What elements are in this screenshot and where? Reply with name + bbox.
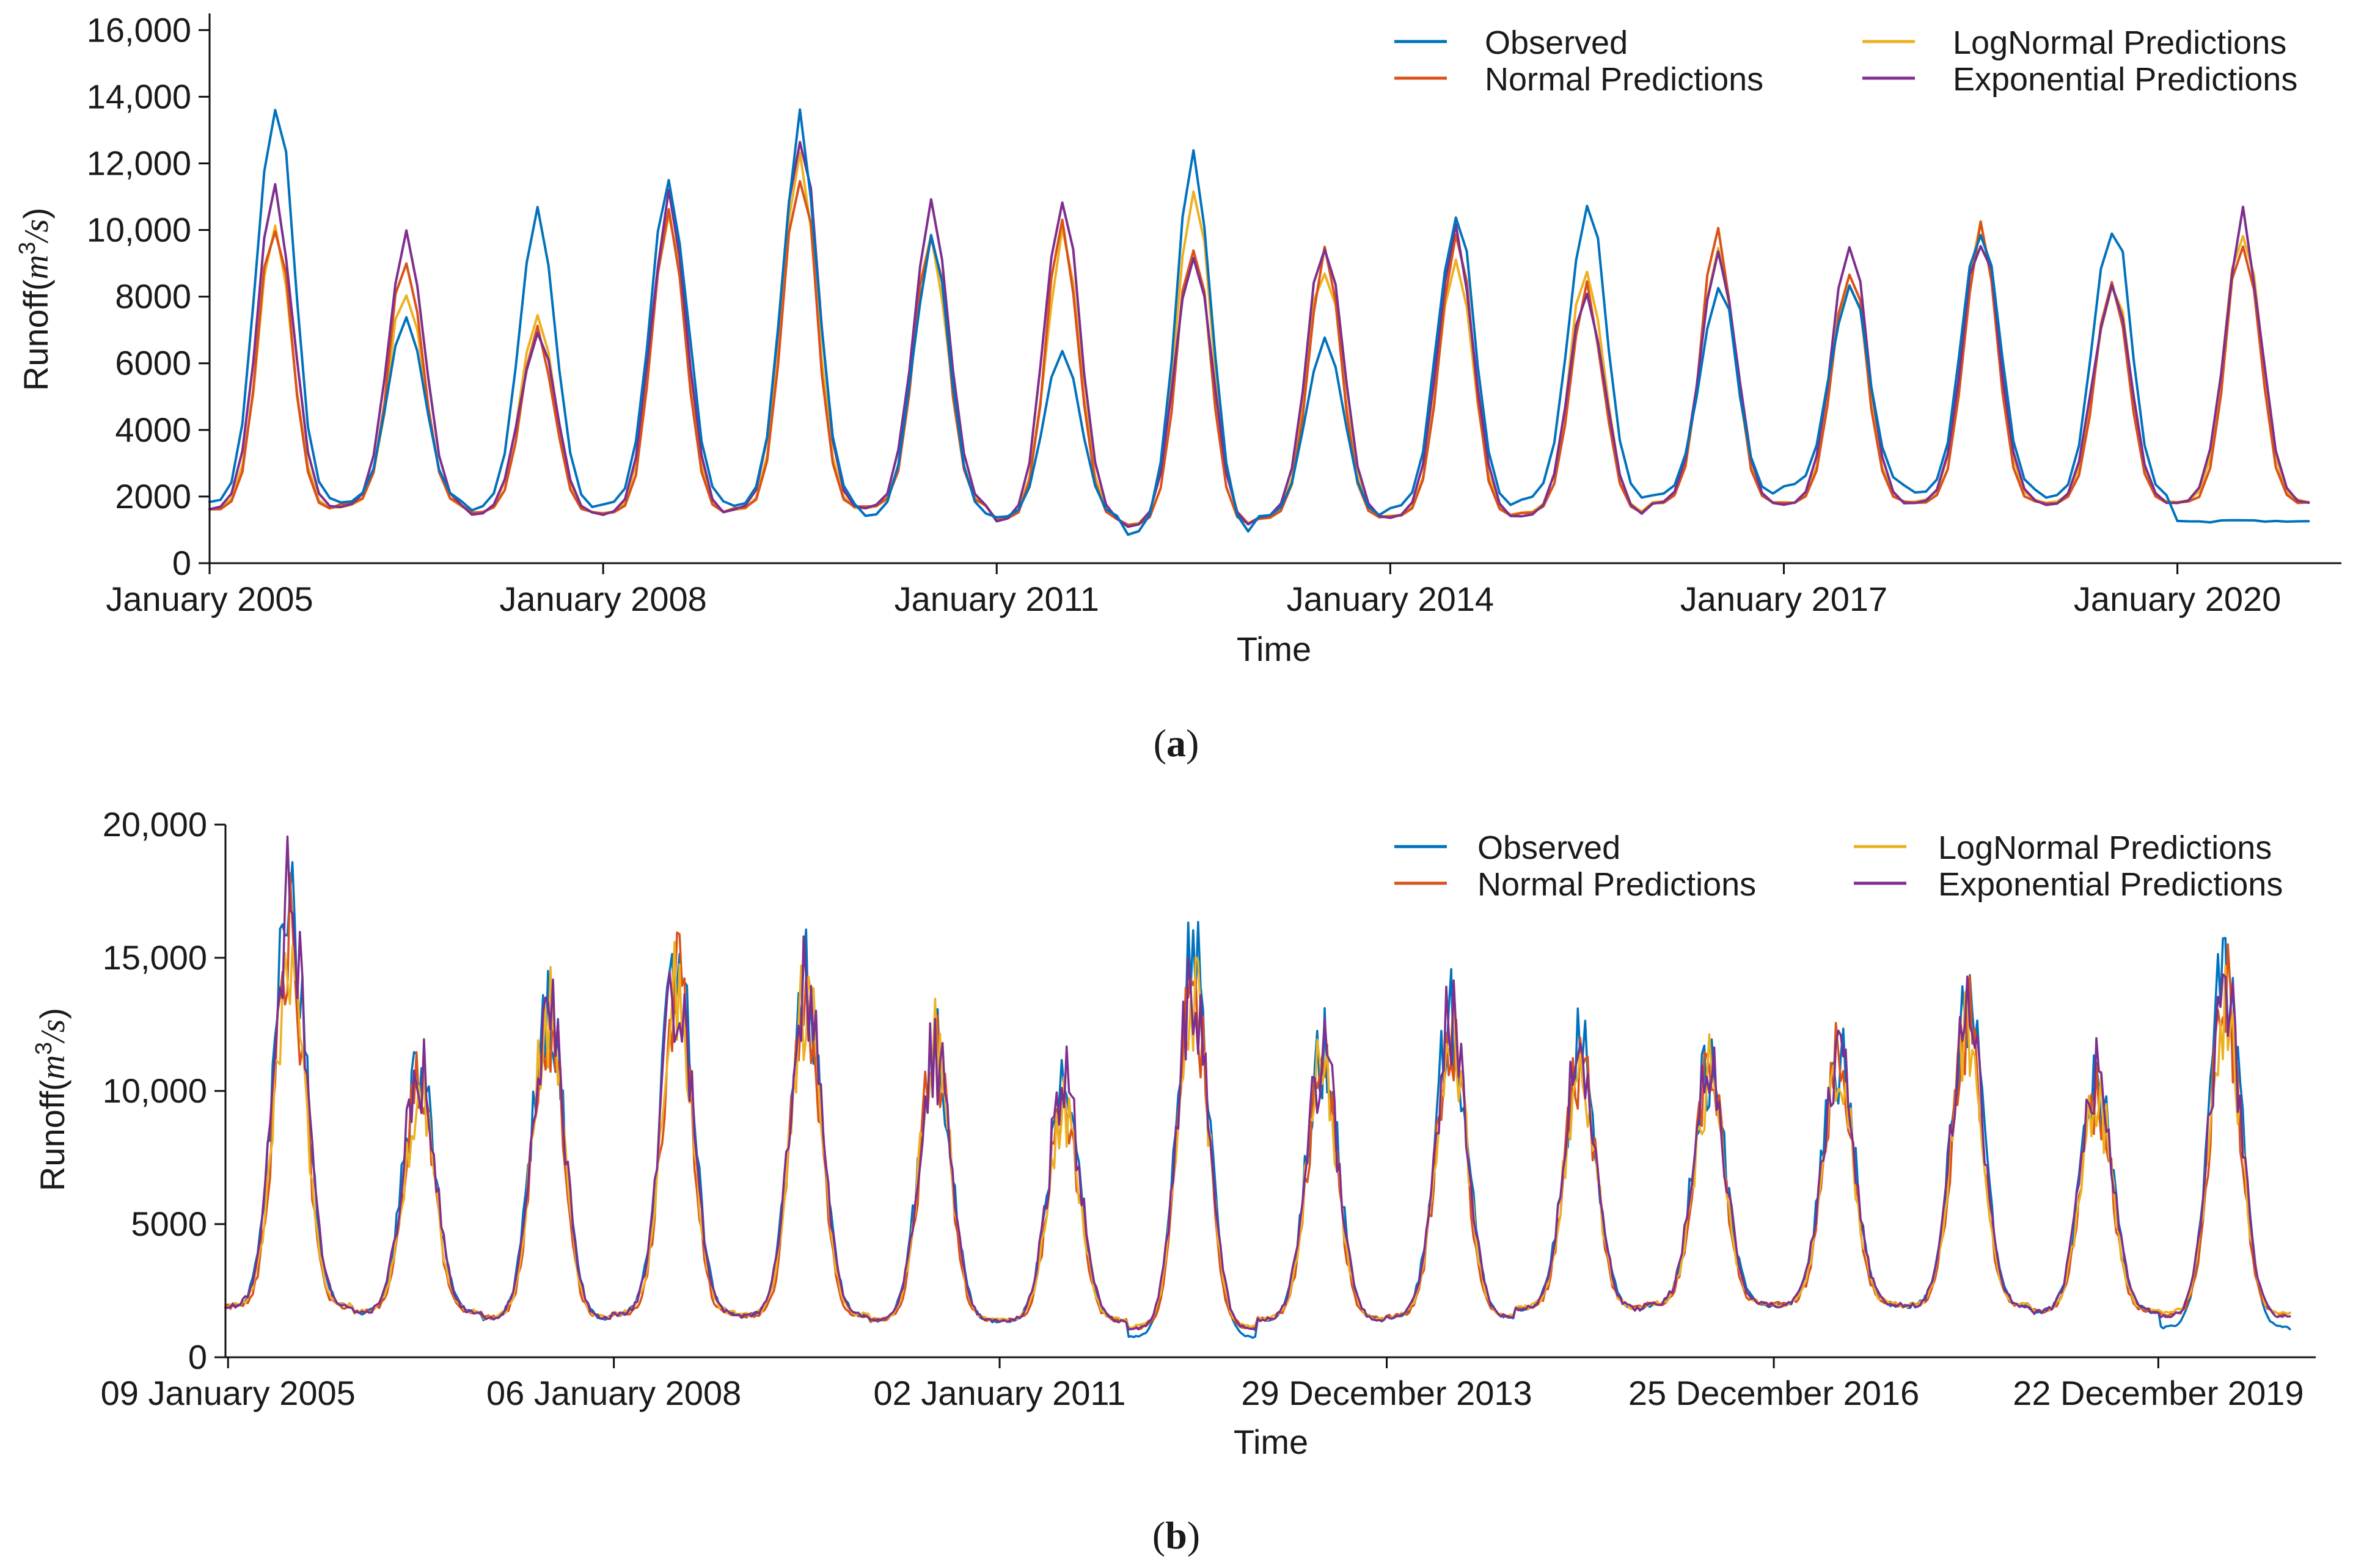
panel-a-chart: 0 2000 4000 6000 8000 10,000 12,000 14,000 16,00…: [15, 10, 2341, 765]
panel-a-series-observed: [208, 108, 2310, 536]
panel-b-caption: (b): [1152, 1514, 1200, 1557]
panel-a-y-tick-label: 8000: [115, 277, 191, 316]
panel-a-legend: Observed Normal Predictions LogNormal Pr…: [1394, 24, 2297, 98]
panel-b-x-axis-label: Time: [1234, 1423, 1308, 1461]
panel-a-series-group: [208, 108, 2310, 536]
panel-b-legend-label-normal: Normal Predictions: [1477, 866, 1756, 903]
panel-a-y-tick-label: 12,000: [87, 144, 191, 182]
panel-b-legend-label-lognormal: LogNormal Predictions: [1938, 830, 2272, 866]
panel-a-legend-label-observed: Observed: [1485, 24, 1628, 61]
panel-b-series-exponential: [224, 835, 2291, 1331]
panel-a-y-axis-label: Runoff(m3/s): [15, 208, 56, 391]
panel-a-caption: (a): [1154, 721, 1199, 765]
panel-b-y-axis-label: Runoff(m3/s): [31, 1008, 72, 1191]
panel-b-x-tick-label: 29 December 2013: [1241, 1374, 1532, 1412]
panel-a-series-exponential: [208, 140, 2310, 528]
panel-b-x-tick-label: 06 January 2008: [486, 1374, 741, 1412]
panel-a-series-normal: [208, 180, 2310, 527]
panel-b-series-lognormal: [224, 941, 2291, 1329]
panel-a-y-tick-label: 0: [172, 544, 191, 582]
panel-a-x-tick-label: January 2017: [1680, 580, 1887, 618]
panel-a-y-ticks: 0 2000 4000 6000 8000 10,000 12,000 14,000 16,00…: [87, 10, 210, 582]
panel-a-x-tick-label: January 2005: [106, 580, 313, 618]
panel-b-y-tick-label: 20,000: [103, 805, 207, 844]
panel-b-x-ticks: 09 January 2005 06 January 2008 02 January…: [101, 1357, 2304, 1412]
panel-b-legend: Observed Normal Predictions LogNormal Pr…: [1394, 830, 2283, 903]
panel-b-y-tick-label: 0: [188, 1338, 207, 1376]
panel-a-x-tick-label: January 2008: [499, 580, 706, 618]
panel-a-x-tick-label: January 2011: [895, 580, 1099, 618]
panel-a-legend-label-exponential: Exponential Predictions: [1953, 61, 2297, 98]
panel-a-x-tick-label: January 2020: [2074, 580, 2281, 618]
panel-a-y-tick-label: 14,000: [87, 77, 191, 115]
panel-a-legend-label-lognormal: LogNormal Predictions: [1953, 24, 2286, 61]
panel-b-legend-label-exponential: Exponential Predictions: [1938, 866, 2283, 903]
panel-b-series-group: [224, 835, 2291, 1339]
panel-b-y-tick-label: 10,000: [103, 1071, 207, 1110]
panel-b-legend-label-observed: Observed: [1477, 830, 1620, 866]
panel-b-x-tick-label: 22 December 2019: [2013, 1374, 2304, 1412]
panel-b-y-tick-label: 5000: [131, 1205, 207, 1243]
panel-a-x-axis-label: Time: [1237, 630, 1311, 668]
panel-a-y-tick-label: 2000: [115, 477, 191, 516]
panel-b-x-tick-label: 25 December 2016: [1628, 1374, 1919, 1412]
panel-a-series-lognormal: [208, 151, 2310, 527]
panel-a-y-tick-label: 10,000: [87, 211, 191, 249]
panel-b-x-tick-label: 02 January 2011: [874, 1374, 1126, 1412]
panel-b-x-tick-label: 09 January 2005: [101, 1374, 356, 1412]
panel-a-x-tick-label: January 2014: [1287, 580, 1494, 618]
panel-a-x-ticks: January 2005 January 2008 January 2011 Janu…: [106, 563, 2281, 618]
panel-a-legend-label-normal: Normal Predictions: [1485, 61, 1763, 98]
panel-b-y-tick-label: 15,000: [103, 938, 207, 977]
panel-a-y-tick-label: 6000: [115, 344, 191, 382]
panel-b-y-ticks: 0 5000 10,000 15,000 20,000: [103, 805, 225, 1376]
panel-a-y-tick-label: 4000: [115, 410, 191, 449]
panel-a-y-tick-label: 16,000: [87, 10, 191, 49]
